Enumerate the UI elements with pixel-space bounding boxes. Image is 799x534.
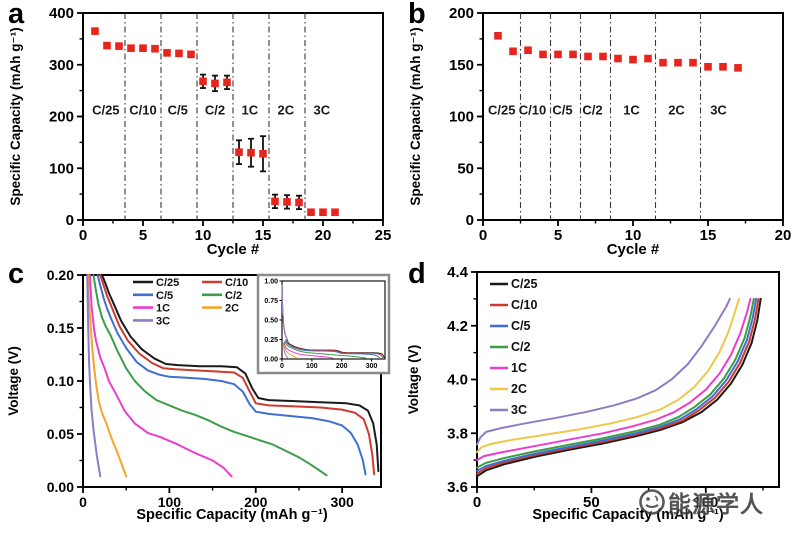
svg-text:C/2: C/2: [511, 340, 531, 354]
svg-text:300: 300: [330, 494, 354, 510]
svg-text:1.00: 1.00: [264, 279, 278, 286]
svg-text:50: 50: [457, 160, 474, 177]
svg-text:C/2: C/2: [225, 290, 242, 302]
svg-text:20: 20: [775, 227, 792, 244]
svg-text:0: 0: [79, 494, 87, 510]
svg-text:0.00: 0.00: [47, 479, 74, 495]
svg-text:0: 0: [473, 494, 481, 511]
svg-text:0: 0: [79, 227, 87, 244]
chart-d: 0 50 100 3.6 3.8 4.0 4.2 4.4 Specific Capacity (…: [406, 264, 780, 523]
svg-text:C/10: C/10: [225, 277, 248, 289]
svg-text:15: 15: [255, 227, 272, 244]
panel-c-label: c: [8, 258, 25, 290]
svg-text:200: 200: [49, 109, 74, 126]
svg-text:0: 0: [479, 227, 487, 244]
svg-text:3C: 3C: [313, 102, 330, 117]
svg-text:0.15: 0.15: [47, 320, 74, 336]
svg-text:1C: 1C: [241, 102, 258, 117]
svg-text:C/10: C/10: [129, 102, 156, 117]
svg-text:C/25: C/25: [92, 102, 119, 117]
svg-text:C/25: C/25: [156, 277, 179, 289]
svg-text:Specific Capacity (mAh g⁻¹): Specific Capacity (mAh g⁻¹): [532, 507, 724, 523]
svg-text:5: 5: [139, 227, 147, 244]
svg-text:1C: 1C: [511, 361, 527, 375]
svg-text:C/2: C/2: [582, 102, 602, 117]
svg-text:C/2: C/2: [205, 102, 225, 117]
svg-text:100: 100: [449, 109, 474, 126]
svg-text:Cycle #: Cycle #: [607, 241, 660, 258]
svg-text:C/10: C/10: [519, 102, 546, 117]
svg-text:0.25: 0.25: [264, 337, 278, 344]
svg-text:C/10: C/10: [511, 298, 537, 312]
svg-text:3.8: 3.8: [447, 425, 468, 442]
svg-text:0.00: 0.00: [264, 357, 278, 364]
svg-text:C/25: C/25: [488, 102, 515, 117]
svg-text:25: 25: [375, 227, 392, 244]
svg-text:100: 100: [306, 363, 318, 370]
svg-text:0.05: 0.05: [47, 426, 74, 442]
svg-text:15: 15: [700, 227, 717, 244]
watermark-text: 能源学人: [668, 491, 764, 517]
svg-text:200: 200: [244, 494, 268, 510]
svg-text:4.2: 4.2: [447, 318, 468, 335]
svg-text:Voltage (V): Voltage (V): [6, 346, 21, 416]
panel-d-label: d: [408, 258, 426, 290]
svg-text:C/5: C/5: [156, 290, 173, 302]
panel-a-label: a: [8, 0, 25, 30]
svg-text:300: 300: [49, 57, 74, 74]
svg-text:Voltage (V): Voltage (V): [406, 345, 421, 415]
svg-text:C/25: C/25: [511, 277, 537, 291]
svg-text:2C: 2C: [225, 303, 239, 315]
chart-c: 0 100 200 300 0.00 0.05 0.10 0.15 0.20 Specific C…: [6, 267, 391, 523]
svg-text:3.6: 3.6: [447, 479, 468, 496]
svg-text:C/5: C/5: [552, 102, 572, 117]
svg-text:5: 5: [554, 227, 562, 244]
svg-text:4.4: 4.4: [447, 264, 469, 281]
svg-text:3C: 3C: [710, 102, 727, 117]
svg-text:150: 150: [449, 57, 474, 74]
svg-text:C/5: C/5: [168, 102, 188, 117]
svg-text:1C: 1C: [156, 303, 170, 315]
panel-a: a 0 5 10 15 20 25 0 100 200 300 400 Cycle # Specific…: [0, 0, 399, 260]
svg-text:50: 50: [583, 494, 600, 511]
svg-text:0.10: 0.10: [47, 373, 74, 389]
svg-text:100: 100: [49, 160, 74, 177]
chart-a: 0 5 10 15 20 25 0 100 200 300 400 Cycle # Specific C…: [8, 5, 392, 258]
panel-d: d 0 50 100 3.6 3.8 4.0 4.2 4.4 Specific Capacity…: [400, 260, 799, 534]
svg-text:200: 200: [336, 363, 348, 370]
svg-text:2C: 2C: [511, 382, 527, 396]
svg-text:0.20: 0.20: [47, 267, 74, 283]
svg-text:0.75: 0.75: [264, 298, 278, 305]
svg-text:1C: 1C: [623, 102, 640, 117]
svg-text:Cycle #: Cycle #: [207, 241, 260, 258]
svg-text:C/5: C/5: [511, 319, 531, 333]
watermark: 能源学人: [636, 482, 799, 522]
svg-text:200: 200: [449, 5, 474, 22]
svg-text:4.0: 4.0: [447, 372, 468, 389]
svg-text:0: 0: [466, 212, 474, 229]
svg-text:3C: 3C: [156, 315, 170, 327]
panel-c: c 0 100 200 300 0.00 0.05 0.10 0.15 0.20 Specific…: [0, 260, 399, 534]
svg-text:Specific Capacity (mAh g⁻¹): Specific Capacity (mAh g⁻¹): [408, 27, 423, 205]
svg-text:10: 10: [195, 227, 212, 244]
svg-text:100: 100: [693, 494, 718, 511]
svg-text:Specific Capacity (mAh g⁻¹): Specific Capacity (mAh g⁻¹): [136, 507, 328, 523]
svg-text:3C: 3C: [511, 403, 527, 417]
svg-text:20: 20: [315, 227, 332, 244]
svg-text:0: 0: [66, 212, 74, 229]
svg-text:10: 10: [625, 227, 642, 244]
energy-scholar-logo-icon: [639, 489, 665, 515]
svg-text:400: 400: [49, 5, 74, 22]
panel-b: b 0 5 10 15 20 0 50 100 150 200 Cycle # Specific Ca…: [400, 0, 799, 260]
svg-text:300: 300: [366, 363, 378, 370]
svg-text:Specific Capacity (mAh g⁻¹): Specific Capacity (mAh g⁻¹): [8, 27, 23, 205]
svg-text:2C: 2C: [277, 102, 294, 117]
panel-b-label: b: [408, 0, 426, 30]
svg-text:2C: 2C: [668, 102, 685, 117]
svg-text:100: 100: [158, 494, 182, 510]
svg-text:0.50: 0.50: [264, 318, 278, 325]
svg-text:0: 0: [280, 363, 284, 370]
